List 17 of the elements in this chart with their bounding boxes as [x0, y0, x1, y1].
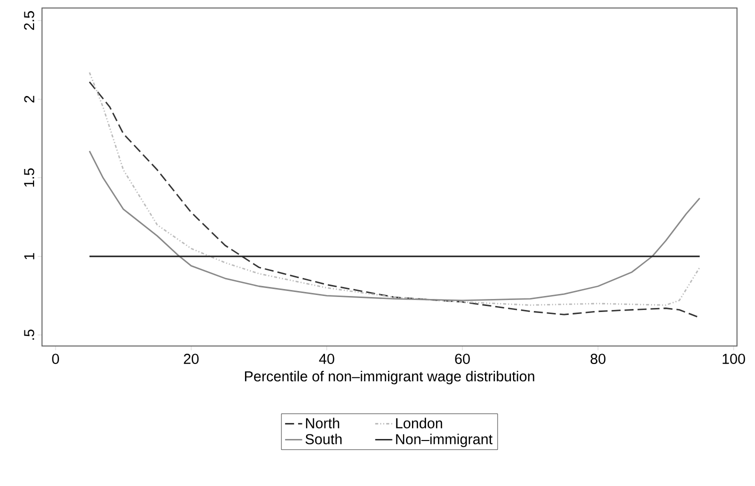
x-tick-label: 100 — [722, 354, 746, 364]
y-tick-label: 2.5 — [24, 11, 34, 30]
x-tick-label: 20 — [184, 354, 199, 364]
x-tick-label: 60 — [455, 354, 470, 364]
x-axis-title: Percentile of non–immigrant wage distribution — [245, 370, 534, 384]
y-tick-label: .5 — [24, 330, 34, 340]
line-series — [88, 150, 700, 302]
x-tick-label: 40 — [319, 354, 334, 364]
legend-label: South — [306, 434, 342, 444]
x-tick-label: 0 — [52, 354, 60, 364]
legend-label: Non–immigrant — [396, 434, 492, 448]
y-tick-label: 1 — [24, 253, 34, 260]
y-tick-label: 2 — [24, 96, 34, 102]
legend-label: London — [396, 418, 442, 428]
legend-label: North — [306, 418, 340, 428]
x-tick-label: 80 — [590, 354, 606, 364]
y-tick-label: 1.5 — [24, 168, 34, 187]
